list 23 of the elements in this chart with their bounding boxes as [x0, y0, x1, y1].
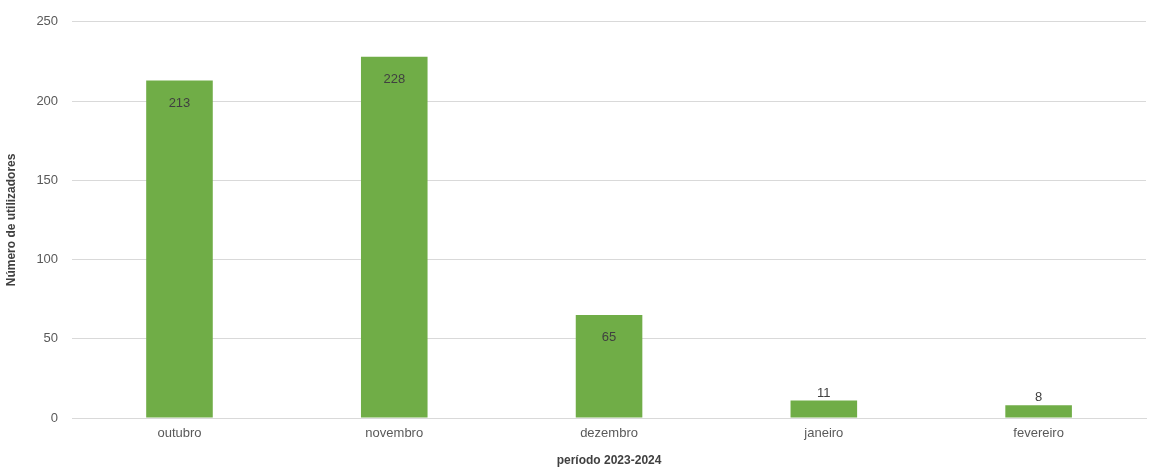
y-tick-label: 0: [50, 409, 59, 425]
x-axis-title: período 2023-2024: [556, 453, 662, 468]
data-label: 228: [383, 70, 406, 86]
y-tick-label: 200: [36, 92, 59, 108]
data-label: 11: [817, 384, 831, 400]
bar: [360, 56, 428, 418]
bar: [790, 400, 858, 418]
x-tick-label: fevereiro: [1013, 425, 1064, 441]
x-tick-label: janeiro: [803, 425, 844, 441]
y-tick-label: 50: [43, 330, 59, 346]
data-label: 8: [1034, 389, 1043, 405]
x-tick-label: outubro: [157, 425, 202, 441]
x-tick-label: dezembro: [580, 425, 638, 441]
bar: [1005, 405, 1072, 418]
data-label: 213: [168, 94, 191, 110]
y-axis-title: Número de utilizadores: [3, 153, 18, 287]
y-tick-label: 100: [36, 251, 59, 267]
bar: [575, 314, 643, 418]
data-label: 65: [601, 329, 617, 345]
y-tick-label: 150: [36, 171, 59, 187]
x-tick-label: novembro: [365, 425, 424, 441]
bar: [146, 80, 213, 418]
y-tick-label: 250: [36, 13, 59, 29]
